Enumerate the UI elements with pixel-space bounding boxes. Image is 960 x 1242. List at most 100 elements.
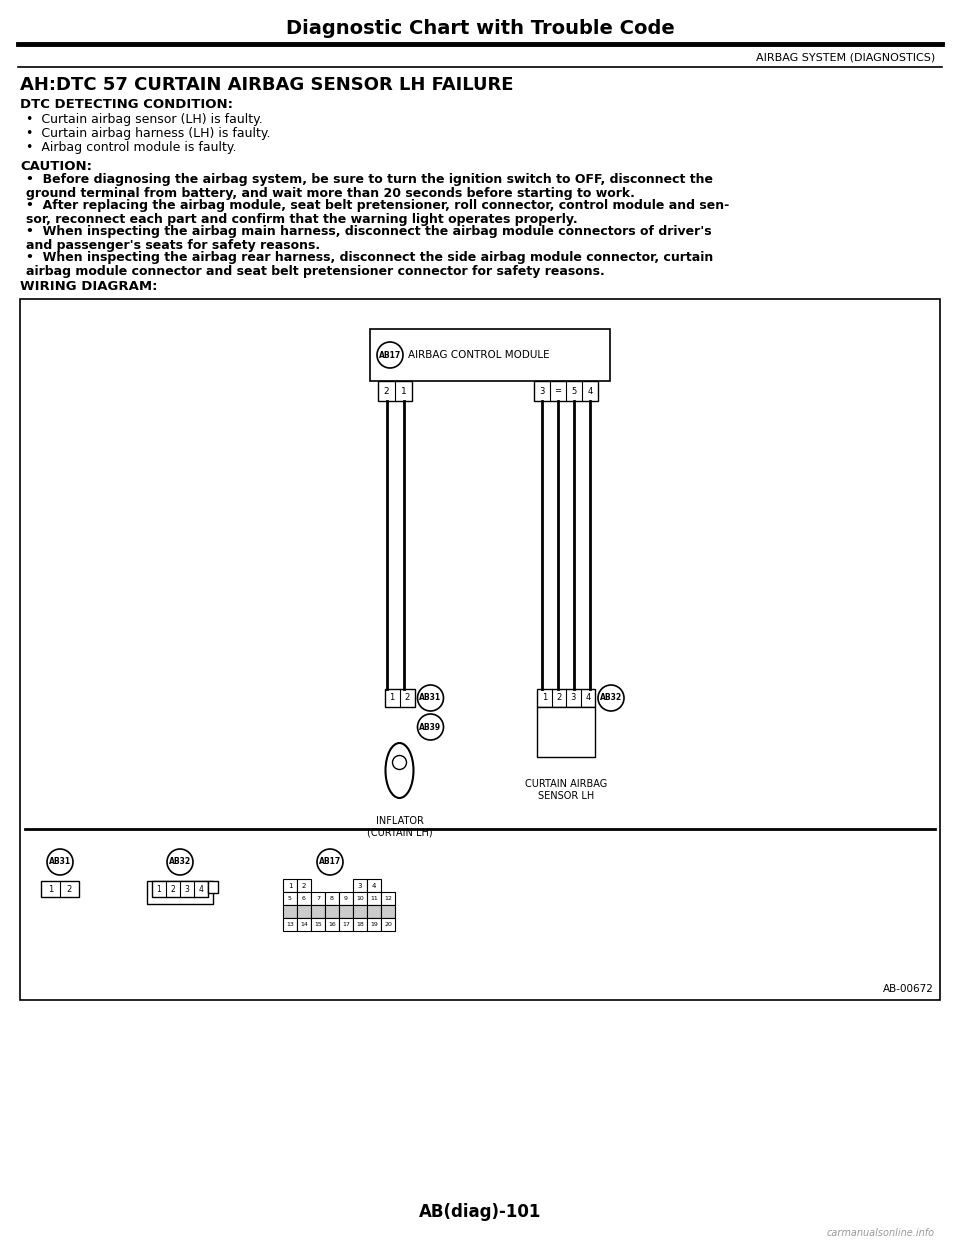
Bar — [381, 892, 395, 905]
Text: 4: 4 — [372, 883, 376, 888]
Text: INFLATOR
(CURTAIN LH): INFLATOR (CURTAIN LH) — [367, 816, 432, 837]
Text: 3: 3 — [184, 884, 189, 893]
Text: 9: 9 — [344, 895, 348, 900]
Bar — [367, 879, 381, 892]
Text: 17: 17 — [342, 922, 350, 927]
Text: AB17: AB17 — [319, 857, 341, 867]
Text: 4: 4 — [586, 693, 590, 703]
Bar — [325, 892, 339, 905]
Bar — [283, 905, 297, 918]
Text: AB(diag)-101: AB(diag)-101 — [419, 1203, 541, 1221]
Bar — [283, 892, 297, 905]
Bar — [283, 879, 297, 892]
Text: AB-00672: AB-00672 — [883, 984, 934, 994]
Text: 11: 11 — [371, 895, 378, 900]
Circle shape — [598, 686, 624, 710]
Text: AIRBAG CONTROL MODULE: AIRBAG CONTROL MODULE — [408, 350, 550, 360]
Bar — [353, 892, 367, 905]
Text: 2: 2 — [556, 693, 562, 703]
Text: 14: 14 — [300, 922, 308, 927]
Text: 13: 13 — [286, 922, 294, 927]
Text: CURTAIN AIRBAG
SENSOR LH: CURTAIN AIRBAG SENSOR LH — [525, 779, 607, 801]
Bar — [385, 689, 415, 707]
Text: •  Airbag control module is faulty.: • Airbag control module is faulty. — [26, 142, 236, 154]
Text: 4: 4 — [588, 386, 592, 395]
Bar — [370, 329, 610, 381]
Text: Diagnostic Chart with Trouble Code: Diagnostic Chart with Trouble Code — [286, 19, 674, 37]
Text: 20: 20 — [384, 922, 392, 927]
Text: airbag module connector and seat belt pretensioner connector for safety reasons.: airbag module connector and seat belt pr… — [26, 265, 605, 277]
Text: 1: 1 — [400, 386, 406, 395]
Text: •  Before diagnosing the airbag system, be sure to turn the ignition switch to O: • Before diagnosing the airbag system, b… — [26, 174, 713, 186]
Circle shape — [418, 714, 444, 740]
Bar — [353, 905, 367, 918]
Text: AB31: AB31 — [49, 857, 71, 867]
Bar — [311, 918, 325, 932]
Text: 1: 1 — [390, 693, 395, 703]
Bar — [325, 918, 339, 932]
Text: 4: 4 — [199, 884, 204, 893]
Bar — [41, 881, 79, 897]
Text: •  Curtain airbag sensor (LH) is faulty.: • Curtain airbag sensor (LH) is faulty. — [26, 113, 263, 127]
Bar — [20, 299, 940, 1000]
Circle shape — [167, 850, 193, 876]
Text: 3: 3 — [540, 386, 544, 395]
Text: •  Curtain airbag harness (LH) is faulty.: • Curtain airbag harness (LH) is faulty. — [26, 128, 271, 140]
Text: AIRBAG SYSTEM (DIAGNOSTICS): AIRBAG SYSTEM (DIAGNOSTICS) — [756, 52, 935, 62]
Text: sor, reconnect each part and confirm that the warning light operates properly.: sor, reconnect each part and confirm tha… — [26, 212, 578, 226]
Bar — [378, 381, 412, 401]
Text: 8: 8 — [330, 895, 334, 900]
Text: •  When inspecting the airbag rear harness, disconnect the side airbag module co: • When inspecting the airbag rear harnes… — [26, 251, 713, 265]
Bar — [381, 918, 395, 932]
Text: 10: 10 — [356, 895, 364, 900]
Bar — [367, 918, 381, 932]
Text: 2: 2 — [171, 884, 176, 893]
Text: AB32: AB32 — [169, 857, 191, 867]
Text: 3: 3 — [358, 883, 362, 888]
Text: AB17: AB17 — [379, 350, 401, 359]
Bar — [297, 892, 311, 905]
Text: 2: 2 — [301, 883, 306, 888]
Text: 12: 12 — [384, 895, 392, 900]
Text: 5: 5 — [571, 386, 577, 395]
Circle shape — [47, 850, 73, 876]
Text: 15: 15 — [314, 922, 322, 927]
Text: =: = — [555, 386, 562, 395]
Bar — [353, 918, 367, 932]
Bar — [311, 892, 325, 905]
Bar — [208, 881, 218, 893]
Bar — [311, 905, 325, 918]
Text: •  When inspecting the airbag main harness, disconnect the airbag module connect: • When inspecting the airbag main harnes… — [26, 226, 711, 238]
Text: AH:DTC 57 CURTAIN AIRBAG SENSOR LH FAILURE: AH:DTC 57 CURTAIN AIRBAG SENSOR LH FAILU… — [20, 76, 514, 94]
Bar — [534, 381, 598, 401]
Text: ground terminal from battery, and wait more than 20 seconds before starting to w: ground terminal from battery, and wait m… — [26, 186, 635, 200]
Text: 7: 7 — [316, 895, 320, 900]
Text: 19: 19 — [370, 922, 378, 927]
Text: AB32: AB32 — [600, 693, 622, 703]
Bar — [339, 892, 353, 905]
Text: 2: 2 — [67, 884, 72, 893]
Bar — [537, 707, 595, 758]
Bar — [152, 881, 208, 897]
Text: AB31: AB31 — [420, 693, 442, 703]
Text: 16: 16 — [328, 922, 336, 927]
Bar — [297, 918, 311, 932]
Text: 6: 6 — [302, 895, 306, 900]
Bar — [297, 879, 311, 892]
Text: carmanualsonline.info: carmanualsonline.info — [827, 1228, 935, 1238]
Text: 1: 1 — [156, 884, 161, 893]
Text: and passenger's seats for safety reasons.: and passenger's seats for safety reasons… — [26, 238, 320, 251]
Text: 1: 1 — [541, 693, 547, 703]
Bar — [353, 879, 367, 892]
Text: 2: 2 — [404, 693, 410, 703]
Circle shape — [317, 850, 343, 876]
Bar — [325, 905, 339, 918]
Text: 1: 1 — [48, 884, 53, 893]
Text: 1: 1 — [288, 883, 292, 888]
Text: 2: 2 — [384, 386, 390, 395]
Bar — [381, 905, 395, 918]
Bar — [297, 905, 311, 918]
Bar — [367, 892, 381, 905]
Bar — [339, 905, 353, 918]
Circle shape — [418, 686, 444, 710]
